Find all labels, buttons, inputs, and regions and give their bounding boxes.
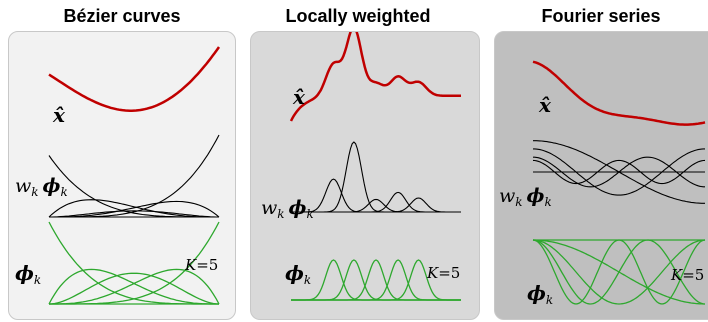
lwr-weighted-basis-4 [291,197,461,213]
title-lwr: Locally weighted regression [285,6,431,54]
bezier-trajectory [48,46,221,112]
lwr-weighted-basis-0 [291,178,461,213]
bezier-basis-2 [48,272,220,305]
panel-lwr: x̂ wk ϕk ϕk K=5 [250,31,480,320]
fourier-basis-group [532,239,706,305]
lwr-trajectory [289,32,461,122]
lwr-basis-4 [291,259,461,301]
fourier-weighted-label: wk ϕk [499,185,552,209]
fourier-basis-3 [532,239,706,305]
bezier-plot: x̂ wk ϕk ϕk K=5 [15,46,221,305]
bezier-weighted-basis-group [48,134,220,218]
fourier-basis-2 [532,239,706,305]
bezier-basis-4 [49,221,220,305]
lwr-weighted-basis-2 [291,198,461,213]
fourier-weighted-basis-4 [532,159,706,185]
bezier-weighted-label: wk ϕk [15,175,68,199]
lwr-weighted-label: wk ϕk [261,197,314,221]
fourier-plot: x̂ wk ϕk ϕk K=5 [499,60,706,307]
bezier-weighted-basis-2 [49,210,219,218]
fourier-basis-4 [532,239,706,305]
bezier-weighted-basis-0 [48,155,219,218]
lwr-xhat-label: x̂ [292,85,306,109]
fourier-weighted-basis-2 [533,148,705,196]
bezier-k-label: K=5 [184,256,218,274]
fourier-weighted-basis-3 [533,156,705,188]
bezier-basis-3 [49,268,220,305]
lwr-k-label: K=5 [426,264,460,282]
bezier-weighted-basis-3 [49,200,220,218]
bezier-basis-label: ϕk [15,261,41,287]
title-fourier: Fourier series [541,6,661,26]
fourier-xhat-label: x̂ [538,93,552,117]
bezier-basis-group [48,221,220,305]
fourier-k-label: K=5 [670,266,704,284]
title-bezier: Bézier curves [63,6,181,26]
lwr-basis-group [291,259,461,301]
panel-fourier: x̂ wk ϕk ϕk K=5 [494,31,708,320]
bezier-weighted-basis-4 [49,134,220,218]
lwr-basis-label: ϕk [285,261,311,287]
fourier-basis-label: ϕk [527,281,553,307]
lwr-weighted-basis-group [291,141,461,213]
fourier-weighted-basis-group [532,140,706,204]
panel-bezier: x̂ wk ϕk ϕk K=5 [8,31,236,320]
fourier-trajectory [532,60,706,126]
bezier-weighted-basis-1 [48,199,219,218]
lwr-weighted-basis-1 [291,141,461,213]
bezier-xhat-label: x̂ [52,103,66,127]
lwr-plot: x̂ wk ϕk ϕk K=5 [261,32,461,301]
